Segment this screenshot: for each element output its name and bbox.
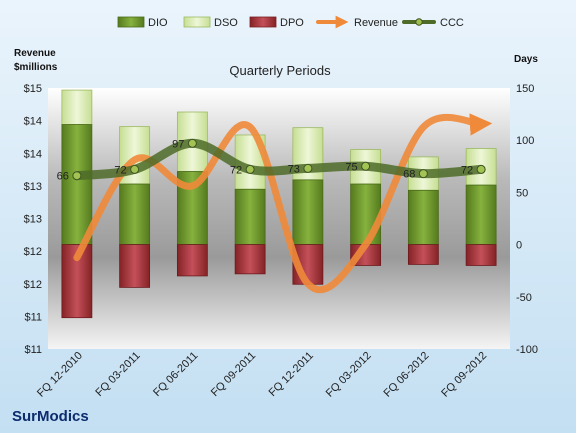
ccc-point: [187, 138, 197, 148]
company-name: SurModics: [12, 408, 89, 425]
revenue-point: [134, 159, 135, 160]
ccc-point: [72, 171, 82, 181]
plot-area: [48, 88, 510, 349]
bar-dpo: [234, 244, 266, 275]
ccc-data-label: 72: [114, 164, 126, 176]
ccc-point: [303, 163, 313, 173]
revenue-point: [481, 123, 482, 124]
revenue-point: [365, 244, 366, 245]
bar-dio: [407, 189, 439, 245]
revenue-point: [192, 185, 193, 186]
bar-dpo: [407, 244, 439, 265]
revenue-line: [73, 113, 493, 294]
bar-dio: [350, 183, 382, 246]
bar-dpo: [465, 244, 497, 266]
ccc-point: [130, 164, 140, 174]
legend-item-dio: DIO: [117, 16, 168, 29]
revenue-point: [307, 283, 308, 284]
y-left-tick-label: $11: [24, 344, 42, 356]
y-right-tick-label: -50: [516, 292, 532, 304]
y-right-tick-label: -100: [516, 344, 538, 356]
y-left-tick-label: $15: [24, 83, 42, 95]
bar-dpo: [119, 244, 151, 288]
y-left-tick-label: $13: [24, 181, 42, 193]
bars: [61, 89, 497, 319]
legend-item-dpo: DPO: [249, 16, 304, 29]
legend-swatch-dio: [117, 16, 145, 28]
y-right-tick-labels: -100 -50 0 50 100 150: [516, 83, 538, 356]
legend: DIO DSO DPO Revenue CCC: [117, 15, 464, 29]
ccc-data-label: 72: [230, 164, 242, 176]
y-right-tick-label: 0: [516, 240, 522, 252]
ccc-data-label: 75: [345, 161, 357, 173]
y-left-axis-title-line1: Revenue: [14, 48, 56, 59]
ccc-point: [418, 169, 428, 179]
y-left-tick-label: $13: [24, 214, 42, 226]
ccc-data-label: 72: [461, 164, 473, 176]
ccc-line: [72, 138, 486, 181]
bar-dio: [61, 124, 93, 245]
ccc-point: [361, 161, 371, 171]
bar-dio: [234, 188, 266, 246]
ccc-point: [245, 164, 255, 174]
chart-title: Quarterly Periods: [229, 63, 331, 78]
y-left-axis-title-line2: $millions: [14, 62, 58, 73]
legend-item-revenue: Revenue: [316, 15, 398, 29]
legend-swatch-dpo: [249, 16, 277, 28]
y-right-axis-title: Days: [514, 54, 538, 65]
y-left-tick-label: $12: [24, 246, 42, 258]
legend-item-dso: DSO: [183, 16, 238, 29]
y-left-tick-label: $14: [24, 148, 42, 160]
bar-dio: [119, 183, 151, 246]
revenue-point: [76, 257, 77, 258]
bar-dso: [61, 89, 93, 125]
ccc-data-label: 66: [57, 171, 69, 183]
legend-marker-ccc: [415, 18, 423, 26]
legend-swatch-dso: [183, 16, 211, 28]
legend-label-revenue: Revenue: [354, 17, 398, 29]
ccc-data-label: 73: [288, 163, 300, 175]
legend-label-dso: DSO: [214, 17, 238, 29]
bar-dio: [292, 179, 324, 245]
revenue-point: [423, 127, 424, 128]
bar-dio: [465, 184, 497, 245]
revenue-series: [73, 113, 493, 294]
legend-label-ccc: CCC: [440, 17, 464, 29]
y-left-tick-label: $11: [24, 311, 42, 323]
y-left-tick-label: $14: [24, 116, 42, 128]
bar-dpo: [176, 244, 208, 277]
legend-label-dpo: DPO: [280, 17, 304, 29]
y-right-tick-label: 50: [516, 187, 528, 199]
legend-item-ccc: CCC: [402, 17, 464, 29]
y-left-tick-labels: $11 $11 $12 $12 $13 $13 $14 $14 $15: [24, 83, 42, 356]
ccc-point: [476, 164, 486, 174]
ccc-data-label: 68: [403, 169, 415, 181]
legend-label-dio: DIO: [148, 17, 168, 29]
ccc-series: 66 72 97 72 73 75 68 72: [57, 138, 486, 183]
revenue-point: [250, 127, 251, 128]
y-left-tick-label: $12: [24, 279, 42, 291]
ccc-data-label: 97: [172, 138, 184, 150]
y-right-tick-label: 150: [516, 83, 534, 95]
y-right-tick-label: 100: [516, 135, 534, 147]
